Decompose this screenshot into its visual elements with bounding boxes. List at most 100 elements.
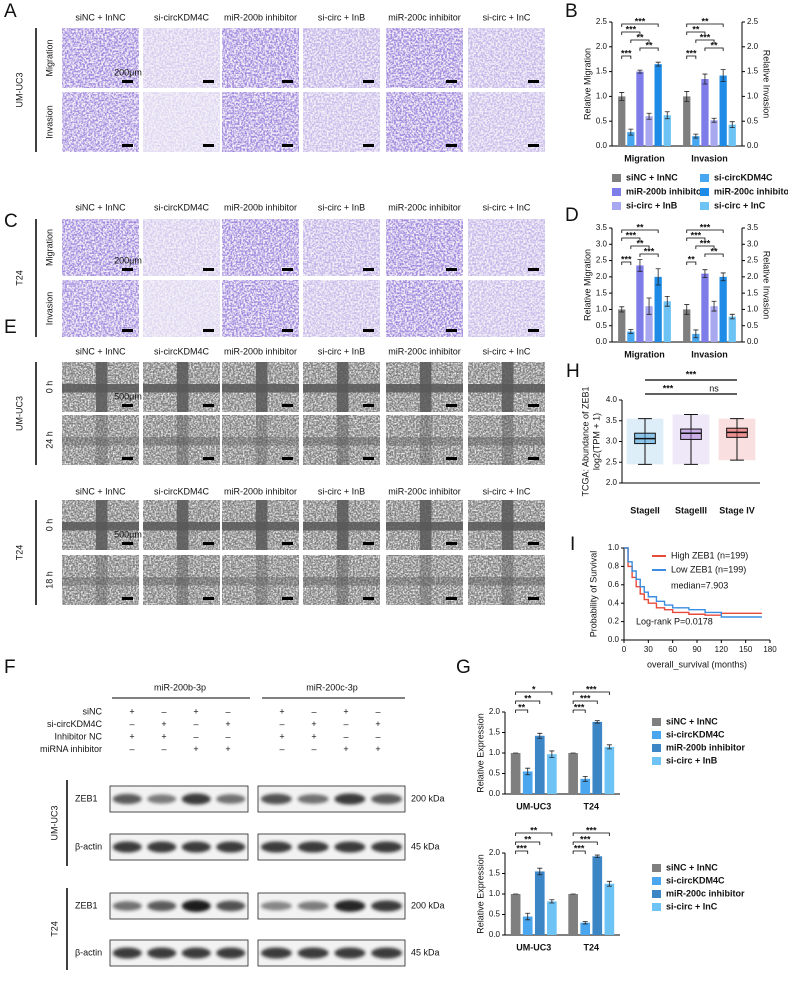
sign: + [193,744,198,754]
error-bar [594,854,600,858]
y-tick-label: 0.5 [489,769,501,778]
scale-bar [363,80,374,83]
bar [522,916,533,935]
y-tick-label: 2.0 [747,42,759,51]
bar [728,316,736,342]
scratch-gap [501,555,514,605]
scale-bar [122,144,133,147]
significance-bracket [621,237,641,241]
significance-bracket [621,229,659,233]
scratch-gap [468,437,545,446]
y-tick-label: 1.0 [747,305,759,314]
micrograph-texture [386,280,463,337]
scratch-gap [336,555,349,605]
error-bar [582,775,588,782]
error-bar [525,912,531,921]
scale-bar [446,268,457,271]
y-tick-label: 1.0 [747,92,759,101]
scale-bar-label: 500μm [114,391,142,401]
significance-bracket [686,23,724,27]
scale-bar [203,457,214,460]
x-tick-label: Migration [624,349,665,359]
y-tick-label: 0.0 [747,141,759,150]
significance-label: *** [626,24,637,34]
sign: + [279,706,284,716]
cell-line-label: T24 [49,921,59,937]
significance-bracket [515,832,553,836]
scratch-texture [468,555,545,605]
y-axis-title: Probability of Survival [588,551,598,638]
significance-bracket [621,261,632,265]
significance-bracket [572,841,598,845]
legend-swatch [700,202,709,210]
protein-label: ZEB1 [75,900,98,910]
column-header: si-circ + InB [318,12,365,22]
scratch-gap [222,384,299,393]
error-bar [693,329,699,339]
scratch-texture [222,415,299,465]
blot-band [216,794,246,804]
error-bar [664,111,670,120]
sign: – [129,744,134,754]
micrograph-texture [143,92,220,152]
sign: – [311,744,316,754]
sign: + [311,719,316,729]
legend-label: miR-200b inhibitor [666,742,746,752]
significance-bracket [572,709,586,713]
cell-line-label: T24 [14,270,24,286]
sign: + [225,744,230,754]
x-tick-label: Invasion [691,349,728,359]
cell-line-label: T24 [14,545,24,561]
blot-band [181,900,211,912]
scratch-gap [419,555,432,605]
significance-bracket [695,39,715,43]
blot-band [147,794,177,804]
column-header: siNC + InNC [75,486,126,496]
y-tick-label: 0.0 [596,141,608,150]
condition-label: miRNA inhibitor [40,744,102,754]
x-tick-label: 120 [715,645,729,654]
legend-swatch [652,757,661,765]
scale-bar [203,329,214,332]
blot-band [371,793,403,805]
column-header: si-circ + InB [318,346,365,356]
error-bar [720,69,726,82]
error-bar [637,69,643,74]
y-tick-label: 1.0 [489,748,501,757]
y-tick-label: 0.2 [608,617,620,626]
blot-band [371,841,403,853]
y-tick-label: 2.0 [489,848,501,857]
micrograph-texture [468,92,545,152]
y-axis-title: Relative Migration [582,249,592,321]
scratch-gap [386,577,463,586]
scratch-gap [386,437,463,446]
blot-band [147,900,177,912]
x-tick-label: UM-UC3 [516,801,551,811]
y-tick-label: 1.5 [596,288,608,297]
significance-label: *** [686,48,697,58]
legend-label: miR-200c inhibitor [666,888,745,898]
scale-bar [122,597,133,600]
micrograph-texture [222,280,299,337]
x-tick-label: 180 [763,645,777,654]
significance-label: ns [709,383,719,393]
legend-label: High ZEB1 (n=199) [671,550,748,560]
blot-band [334,841,366,853]
y-tick-label: 2.5 [596,256,608,265]
scratch-gap [255,555,268,605]
error-bar [729,313,735,320]
scale-bar [122,329,133,332]
y-tick-label: 3.5 [596,223,608,232]
blot-band [181,947,211,959]
micrograph-texture [386,219,463,276]
sign: + [225,719,230,729]
bar [663,301,671,342]
scale-bar [528,80,539,83]
error-bar [693,133,699,139]
sign: + [193,706,198,716]
column-header: si-circKDM4C [154,12,209,22]
row-label: 0 h [44,519,54,532]
legend-swatch [652,903,661,911]
sign: – [161,706,166,716]
sign: + [161,719,166,729]
